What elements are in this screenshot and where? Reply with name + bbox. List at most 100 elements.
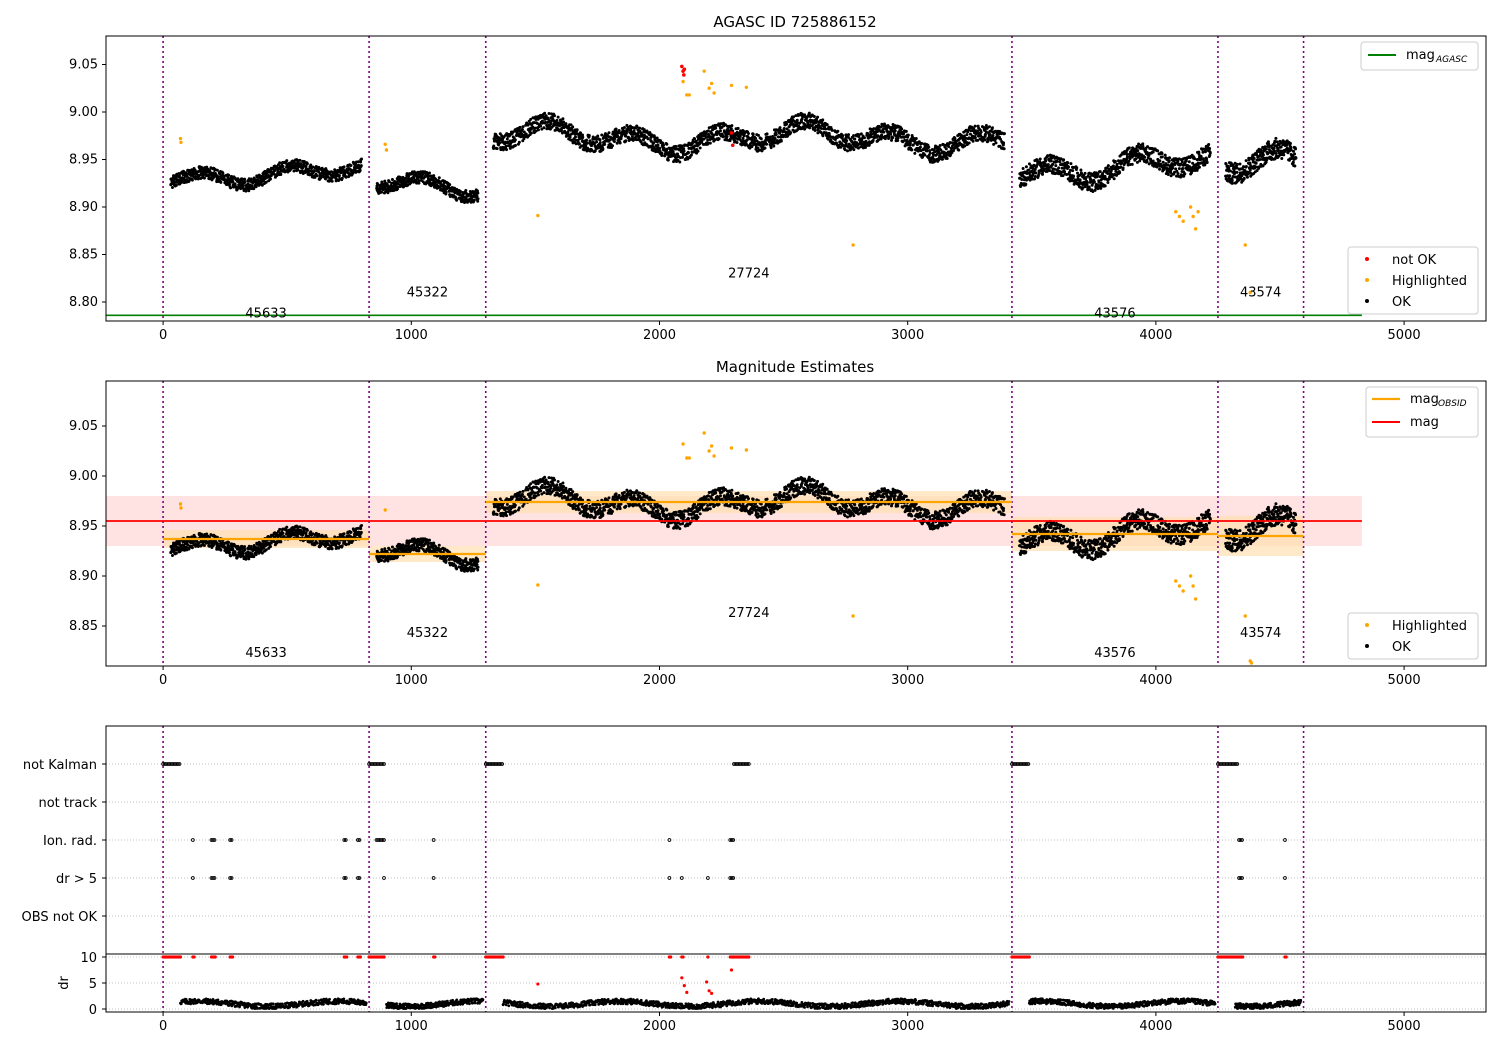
ok-point	[337, 541, 341, 545]
ok-point	[1208, 146, 1212, 150]
ok-point	[913, 151, 917, 155]
ok-point	[979, 130, 983, 134]
ok-point	[1026, 168, 1030, 172]
ok-point	[1205, 160, 1209, 164]
ok-point	[387, 180, 391, 184]
ok-point	[1244, 159, 1248, 163]
panel1-x-ticks: 0 1000 2000 3000 4000 5000	[159, 321, 1421, 343]
ok-point	[222, 175, 226, 179]
not-ok-point	[682, 67, 687, 72]
ok-point	[243, 548, 247, 552]
ok-point	[432, 174, 436, 178]
ok-point	[520, 128, 524, 132]
ok-point	[170, 185, 174, 189]
ok-point	[765, 142, 769, 146]
ok-point	[1294, 147, 1298, 151]
ok-point	[1288, 141, 1292, 145]
highlighted-point	[681, 79, 685, 84]
ok-point	[196, 177, 200, 181]
ok-point	[1160, 152, 1164, 156]
highlighted-point	[1193, 227, 1198, 231]
ok-point	[957, 148, 961, 152]
ok-point	[304, 164, 308, 168]
ok-point	[193, 168, 197, 172]
ok-point	[498, 141, 502, 145]
ok-point	[845, 139, 849, 143]
ok-point	[227, 183, 231, 187]
ok-point	[444, 190, 448, 194]
ok-point	[1078, 178, 1082, 182]
x-tick-label: 3000	[891, 328, 924, 343]
ok-point	[1208, 151, 1212, 155]
y-tick-label: 8.80	[69, 295, 98, 310]
ok-point	[612, 140, 616, 144]
ok-point	[278, 161, 282, 165]
ok-point	[568, 135, 572, 139]
ok-point	[1130, 162, 1134, 166]
highlighted-point	[702, 69, 706, 73]
ok-point	[476, 199, 480, 203]
ok-point	[1062, 158, 1066, 162]
legend-marker	[1365, 257, 1369, 261]
ok-point	[340, 544, 344, 548]
ok-point	[1248, 161, 1252, 165]
ok-point	[595, 140, 599, 144]
ok-point	[1187, 160, 1191, 164]
x-tick-label: 4000	[1139, 328, 1172, 343]
ok-point	[522, 130, 526, 134]
ok-point	[682, 149, 686, 153]
highlighted-point	[383, 142, 387, 146]
legend-label: Highlighted	[1392, 274, 1467, 289]
ok-point	[564, 122, 568, 126]
ok-point	[1155, 165, 1159, 169]
ok-point	[333, 168, 337, 172]
ok-point	[202, 176, 206, 180]
ok-point	[598, 138, 602, 142]
ok-point	[1057, 166, 1061, 170]
ok-point	[506, 141, 510, 145]
ok-point	[581, 135, 585, 139]
ok-point	[278, 527, 282, 531]
ok-point	[763, 146, 767, 150]
ok-point	[689, 153, 693, 157]
ok-point	[292, 169, 296, 173]
ok-point	[782, 126, 786, 130]
ok-point	[217, 177, 221, 181]
ok-point	[227, 540, 231, 544]
ok-point	[601, 147, 605, 151]
ok-point	[825, 123, 829, 127]
ok-point	[774, 132, 778, 136]
ok-point	[1177, 167, 1181, 171]
ok-point	[1274, 136, 1278, 140]
ok-point	[736, 126, 740, 130]
ok-point	[305, 528, 309, 532]
ok-point	[360, 157, 364, 161]
ok-point	[476, 197, 480, 201]
ok-point	[1235, 162, 1239, 166]
ok-point	[254, 185, 258, 189]
ok-point	[236, 177, 240, 181]
ok-point	[1098, 170, 1102, 174]
ok-point	[241, 183, 245, 187]
ok-point	[492, 146, 496, 150]
ok-point	[821, 118, 825, 122]
legend-label: not OK	[1392, 253, 1437, 268]
ok-point	[852, 148, 856, 152]
ok-point	[174, 551, 178, 555]
ok-point	[227, 550, 231, 554]
highlighted-point	[687, 93, 691, 97]
ok-point	[492, 144, 496, 148]
ok-point	[896, 138, 900, 142]
ok-point	[201, 173, 205, 177]
ok-point	[973, 124, 977, 128]
ok-point	[1168, 156, 1172, 160]
ok-point	[252, 555, 256, 559]
ok-point	[754, 136, 758, 140]
ok-point	[1115, 162, 1119, 166]
ok-point	[505, 148, 509, 152]
ok-point	[730, 124, 734, 128]
ok-point	[1021, 166, 1025, 170]
ok-point	[255, 175, 259, 179]
plot-content	[106, 36, 1362, 321]
ok-point	[1066, 161, 1070, 165]
